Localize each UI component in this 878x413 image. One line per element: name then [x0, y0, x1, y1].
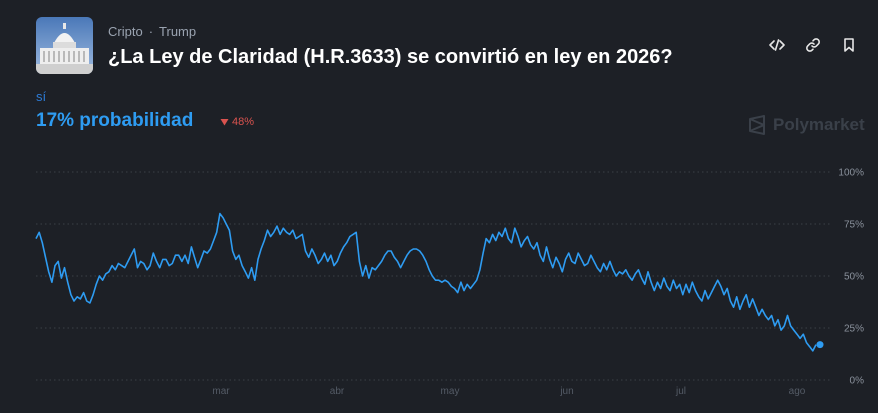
- series-line: [35, 212, 817, 352]
- x-tick-label: jun: [559, 386, 573, 397]
- brand-name: Polymarket: [773, 115, 865, 134]
- probability-change: 48%: [220, 116, 254, 128]
- triangle-down-icon: [220, 119, 229, 126]
- breadcrumb-item-category[interactable]: Cripto: [108, 24, 143, 39]
- embed-code-icon: [769, 39, 785, 51]
- y-tick-label: 0%: [850, 376, 865, 387]
- x-tick-label: mar: [212, 386, 230, 397]
- x-tick-label: ago: [789, 386, 806, 397]
- x-tick-label: may: [441, 386, 460, 397]
- breadcrumb: Cripto · Trump: [108, 24, 196, 39]
- market-thumbnail: [36, 17, 93, 74]
- breadcrumb-separator: ·: [148, 24, 154, 39]
- probability-value: 17% probabilidad: [36, 110, 194, 131]
- link-icon: [806, 38, 820, 52]
- x-tick-label: abr: [330, 386, 345, 397]
- embed-button[interactable]: [768, 36, 786, 54]
- y-axis: 100% 75% 50% 25% 0%: [838, 168, 864, 387]
- market-title: ¿La Ley de Claridad (H.R.3633) se convir…: [108, 46, 673, 68]
- current-point: [816, 341, 824, 349]
- probability-change-value: 48%: [232, 116, 255, 128]
- copy-link-button[interactable]: [804, 36, 822, 54]
- x-tick-label: jul: [675, 386, 686, 397]
- y-tick-label: 100%: [838, 168, 864, 179]
- breadcrumb-item-tag[interactable]: Trump: [159, 24, 197, 39]
- capitol-building-icon: [36, 17, 93, 74]
- bookmark-icon: [844, 38, 854, 52]
- polymarket-logo-icon: [749, 115, 765, 135]
- action-bar: [768, 36, 858, 54]
- polymarket-logo: Polymarket: [748, 115, 865, 135]
- y-tick-label: 50%: [844, 272, 864, 283]
- y-tick-label: 25%: [844, 324, 864, 335]
- x-axis: mar abr may jun jul ago: [212, 386, 805, 397]
- bookmark-button[interactable]: [840, 36, 858, 54]
- outcome-label: sí: [36, 89, 47, 104]
- y-tick-label: 75%: [844, 220, 864, 231]
